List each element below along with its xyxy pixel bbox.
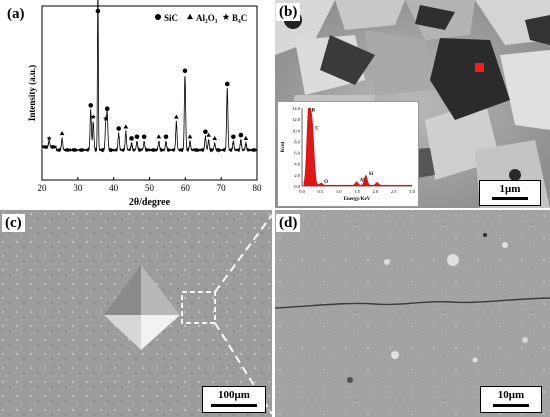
xrd-peak-marker-triangle [243,135,249,141]
panel-label-a: (a) [7,6,25,22]
xrd-peak-marker-triangle [206,132,211,137]
eds-y-tick-label: 4.0 [294,162,300,167]
xrd-legend-marker-triangle [187,13,193,20]
xrd-peak-marker-star [103,115,109,121]
eds-inset: 0.0 2.0 4.0 6.0 8.0 10.0 12.0 14.0 0.0 0.5 1.0 1.5 2… [277,101,419,207]
panel-label-c: (c) [2,214,25,232]
xrd-peak-marker-triangle [187,134,193,139]
xrd-peak-marker-circle [163,134,169,140]
eds-y-tick-label: 14.0 [292,106,301,111]
eds-x-tick-label: 2.0 [373,189,379,194]
scale-bar-c-line [211,404,257,407]
scale-bar-d: 10μm [480,386,542,413]
eds-peak-label: O [324,180,328,185]
xrd-peak-marker-circle [129,136,134,141]
eds-x-axis-label: Energy/KeV [344,197,371,202]
eds-peak-label: B [312,108,316,113]
zoom-line-bottom [214,322,272,415]
xrd-peak-marker-circle [141,134,147,140]
xrd-plot-frame [41,5,258,181]
eds-spot-marker [475,63,484,72]
eds-spectrum-area [303,107,413,187]
xrd-peak-marker-circle [182,68,188,74]
eds-y-axis-label: Kcnt [281,141,286,152]
xrd-legend-label: B₄C [232,13,247,23]
xrd-peak-marker-triangle [156,134,162,139]
sem-image-d [275,210,550,417]
xrd-peak-marker-triangle [123,124,129,129]
panel-label-d: (d) [276,214,301,232]
xrd-x-axis-label: 2θ/degree [129,197,171,208]
xrd-peak-marker-circle [231,134,236,140]
xrd-x-tick-label: 40 [109,183,119,193]
xrd-peak-marker-circle [224,81,230,87]
scale-bar-c-label: 100μm [218,389,250,401]
xrd-legend-marker-star [222,13,230,20]
xrd-chart: 20 30 40 50 60 70 80 2θ/degree Intensity (a.u.) S… [27,0,263,208]
xrd-peak-marker-star [46,135,52,141]
xrd-y-axis-label: Intensity (a.u.) [27,65,37,121]
scale-bar-d-label: 10μm [497,389,525,401]
xrd-peak-marker-circle [104,106,110,111]
sem-image-c [0,210,272,417]
scale-bar-d-line [493,404,529,407]
scale-bar-b-line [492,197,528,200]
scale-bar-b: 1μm [479,180,541,206]
xrd-peak-marker-circle [95,8,101,14]
xrd-peak-marker-circle [88,103,94,108]
zoom-region-box [181,291,216,324]
xrd-x-tick-label: 20 [38,183,48,193]
eds-x-tick-label: 1.5 [354,189,360,194]
xrd-peak-marker-triangle [59,130,65,136]
eds-y-tick-label: 10.0 [292,128,301,133]
xrd-x-tick-label: 60 [181,183,191,193]
eds-peak-label: Si [369,172,374,177]
xrd-legend-label: Al₂O₃ [196,13,218,23]
eds-x-tick-label: 0.5 [318,189,324,194]
eds-y-tick-label: 12.0 [292,117,301,122]
xrd-peak-marker-triangle [212,135,218,141]
eds-x-tick-label: 1.0 [336,189,342,194]
xrd-legend-label: SiC [164,13,178,23]
eds-y-tick-label: 8.0 [294,139,300,144]
zoom-line-top [214,214,272,293]
crack-path [275,297,550,309]
panel-d-sem: (d) 10μm [275,210,550,417]
panel-b-sem: 0.0 2.0 4.0 6.0 8.0 10.0 12.0 14.0 0.0 0.5 1.0 1.5 2… [275,0,550,208]
vickers-indent [104,265,180,350]
eds-y-tick-label: 2.0 [294,173,300,178]
eds-x-tick-label: 3.0 [409,189,415,194]
xrd-legend-marker-circle [155,14,161,20]
xrd-peak-marker-star [90,114,96,120]
xrd-x-tick-label: 80 [253,183,263,193]
xrd-x-tick-label: 30 [73,183,83,193]
eds-y-tick-label: 6.0 [294,151,300,156]
xrd-x-tick-label: 50 [145,183,155,193]
eds-x-tick-label: 2.5 [391,189,397,194]
xrd-peak-marker-circle [238,132,244,138]
xrd-peak-marker-triangle [174,114,179,119]
scale-bar-b-label: 1μm [499,183,521,195]
eds-peak-label: C [315,126,319,131]
xrd-peak-marker-circle [116,126,121,131]
xrd-x-tick-label: 70 [217,183,227,193]
scale-bar-c: 100μm [202,386,266,413]
xrd-peak-marker-circle [134,134,140,140]
xrd-peak-marker-circle [203,129,208,135]
eds-x-tick-label: 0.0 [299,189,305,194]
xrd-series-line [41,0,258,153]
panel-c-sem: (c) 100μm [0,210,272,417]
panel-a-xrd: 20 30 40 50 60 70 80 2θ/degree Intensity (a.u.) S… [0,0,272,208]
panel-label-b: (b) [276,3,301,21]
eds-spectrum-chart: 0.0 2.0 4.0 6.0 8.0 10.0 12.0 14.0 0.0 0.5 1.0 1.5 2… [281,106,416,202]
eds-y-tick-label: 0.0 [294,184,300,189]
eds-peak-label: Al [360,179,366,184]
